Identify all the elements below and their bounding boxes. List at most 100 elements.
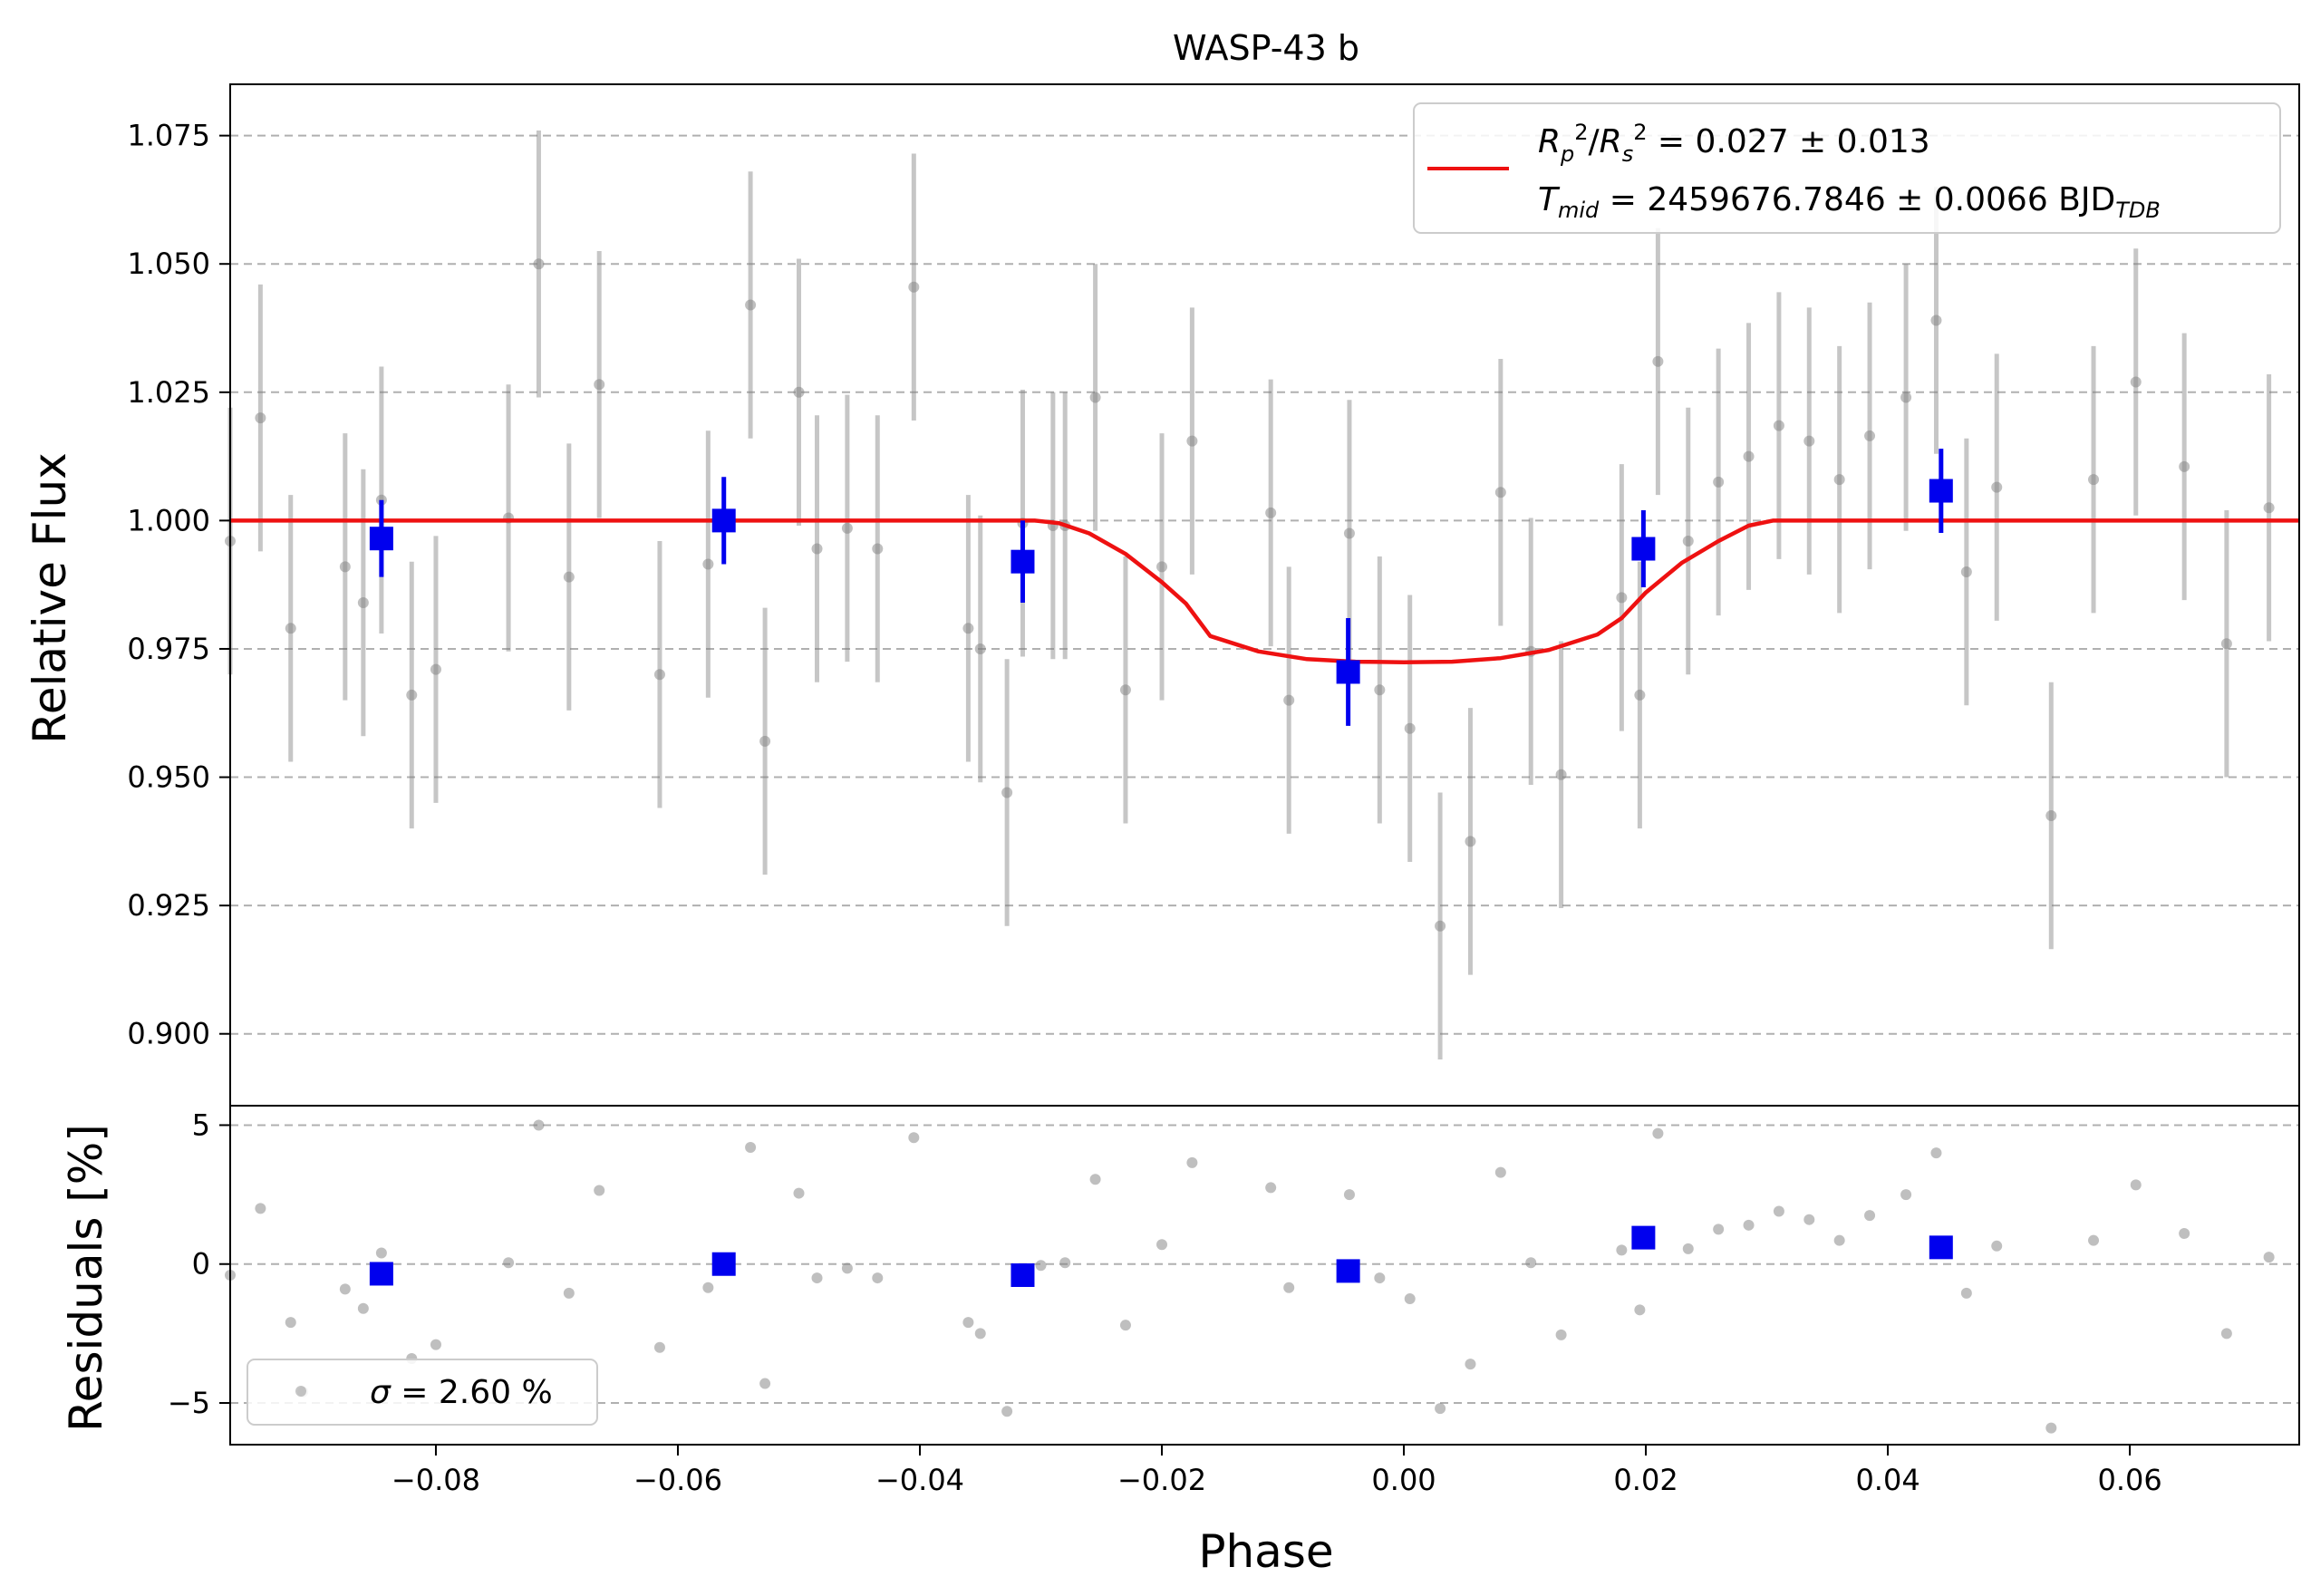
top-y-tick-label: 1.050: [127, 247, 210, 281]
raw-data-point: [793, 386, 805, 398]
binned-data-point: [1336, 660, 1360, 684]
raw-data-point: [1374, 684, 1386, 696]
raw-data-point: [1435, 920, 1446, 932]
raw-data-point: [1001, 787, 1013, 798]
raw-data-point: [1960, 566, 1972, 578]
x-tick-label: 0.04: [1855, 1463, 1919, 1497]
raw-data-point: [1652, 355, 1664, 367]
raw-data-point: [745, 299, 757, 311]
binned-data-point: [369, 527, 393, 551]
bottom-panel-raw-residuals: [225, 1119, 2275, 1434]
legend-radius-ratio-label: Rp2/Rs2 = 0.027 ± 0.013: [1538, 120, 1930, 167]
raw-residual-point: [2045, 1422, 2057, 1434]
raw-residual-point: [1156, 1239, 1168, 1251]
raw-data-point: [1494, 487, 1506, 498]
raw-data-point: [1833, 474, 1845, 486]
raw-data-point: [2088, 474, 2100, 486]
raw-data-point: [1555, 769, 1567, 780]
raw-data-point: [2220, 638, 2232, 650]
x-tick-label: −0.08: [392, 1463, 480, 1497]
raw-data-point: [2263, 502, 2275, 514]
raw-data-point: [1803, 435, 1815, 447]
top-legend: Rp2/Rs2 = 0.027 ± 0.013 Tmid = 2459676.7…: [1413, 102, 2281, 234]
raw-residual-point: [1900, 1189, 1912, 1201]
legend-mid-time-label: Tmid = 2459676.7846 ± 0.0066 BJDTDB: [1538, 181, 2161, 223]
x-tick-label: 0.06: [2097, 1463, 2161, 1497]
binned-data-point: [1010, 549, 1035, 574]
raw-residual-point: [357, 1302, 369, 1314]
binned-residual-point: [369, 1262, 393, 1286]
raw-data-point: [1186, 435, 1198, 447]
raw-residual-point: [1059, 1257, 1071, 1269]
binned-residual-point: [1010, 1263, 1035, 1287]
raw-data-point: [1465, 836, 1476, 847]
raw-data-point: [563, 571, 575, 583]
top-y-tick-label: 1.000: [127, 503, 210, 537]
raw-residual-point: [1713, 1224, 1725, 1235]
raw-residual-point: [1001, 1406, 1013, 1417]
raw-residual-point: [1525, 1257, 1537, 1269]
raw-residual-point: [1833, 1234, 1845, 1246]
raw-residual-point: [1634, 1304, 1646, 1316]
raw-residual-point: [1119, 1320, 1131, 1331]
binned-residual-point: [711, 1252, 736, 1276]
raw-residual-point: [503, 1257, 515, 1269]
top-panel-y-ticks: 0.900 0.925 0.950 0.975 1.000 1.025 1.050 1.075: [127, 119, 230, 1051]
raw-residual-point: [1283, 1282, 1295, 1293]
raw-data-point: [1713, 476, 1725, 488]
raw-residual-point: [2088, 1234, 2100, 1246]
raw-data-point: [759, 735, 771, 747]
raw-residual-point: [908, 1132, 920, 1144]
raw-data-point: [1404, 722, 1416, 734]
raw-data-point: [285, 623, 296, 634]
binned-residual-point: [1336, 1259, 1360, 1283]
raw-residual-point: [1374, 1272, 1386, 1284]
raw-residual-point: [1089, 1174, 1101, 1185]
raw-data-point: [908, 281, 920, 293]
raw-residual-point: [1343, 1189, 1355, 1201]
x-tick-label: −0.04: [875, 1463, 964, 1497]
bottom-legend: σ = 2.60 %: [247, 1359, 598, 1426]
raw-residual-point: [1035, 1260, 1047, 1272]
chart-title: WASP-43 b: [1173, 28, 1359, 68]
raw-residual-point: [1864, 1210, 1876, 1222]
bottom-y-tick-label: 0: [192, 1247, 210, 1282]
raw-data-point: [1265, 507, 1277, 518]
raw-residual-point: [2179, 1228, 2190, 1240]
raw-data-point: [1864, 430, 1876, 441]
raw-residual-point: [1555, 1329, 1567, 1340]
raw-data-point: [1119, 684, 1131, 696]
raw-residual-point: [1616, 1244, 1628, 1256]
raw-data-point: [702, 558, 714, 570]
raw-residual-point: [563, 1287, 575, 1299]
raw-residual-point: [1186, 1156, 1198, 1168]
raw-data-point: [1900, 392, 1912, 403]
raw-residual-point: [1265, 1182, 1277, 1194]
raw-residual-point: [533, 1119, 545, 1131]
raw-data-point: [1156, 561, 1168, 573]
raw-data-point: [2179, 460, 2190, 472]
top-y-tick-label: 0.950: [127, 760, 210, 795]
raw-residual-point: [1930, 1147, 1942, 1159]
bottom-y-axis-label: Residuals [%]: [60, 1124, 112, 1432]
raw-data-point: [1991, 481, 2003, 493]
raw-residual-point: [759, 1378, 771, 1389]
raw-residual-point: [872, 1272, 884, 1284]
raw-residual-point: [1743, 1219, 1755, 1231]
raw-residual-point: [841, 1262, 853, 1274]
binned-residual-point: [1631, 1225, 1656, 1250]
x-axis-label: Phase: [1198, 1525, 1333, 1578]
raw-data-point: [1743, 450, 1755, 462]
raw-residual-point: [255, 1203, 266, 1214]
raw-residual-point: [1494, 1166, 1506, 1178]
bottom-legend-box: [247, 1359, 598, 1426]
raw-residual-point: [2130, 1179, 2142, 1191]
bottom-panel-frame: [229, 1105, 2300, 1446]
top-panel-model-curve: [230, 518, 2299, 664]
x-tick-label: −0.06: [633, 1463, 722, 1497]
raw-data-point: [1930, 314, 1942, 326]
binned-data-point: [1631, 537, 1656, 561]
raw-residual-point: [745, 1141, 757, 1153]
raw-residual-point: [430, 1339, 441, 1350]
